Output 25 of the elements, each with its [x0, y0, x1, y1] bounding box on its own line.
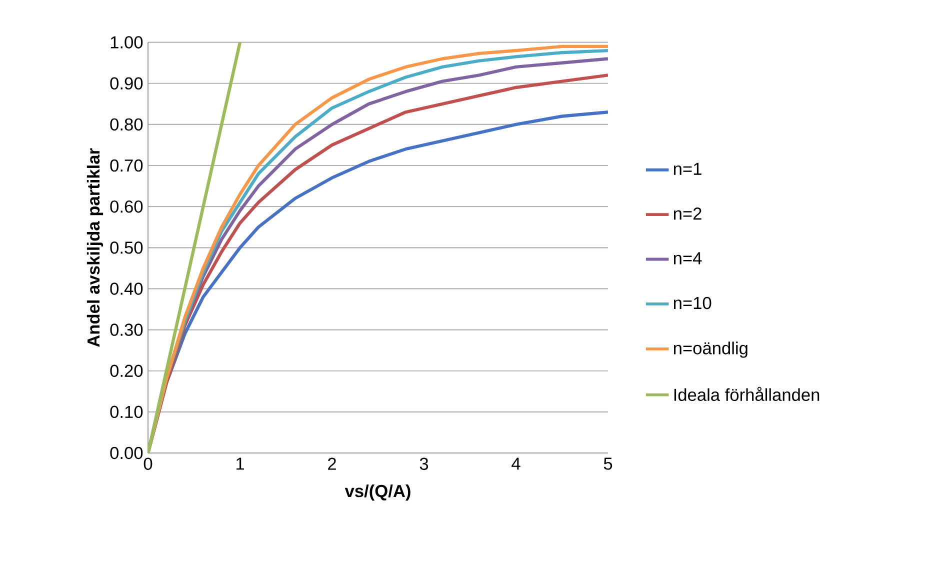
- y-tick-label: 1.00: [110, 36, 143, 48]
- y-axis-title: Andel avskiljda partiklar: [86, 148, 104, 347]
- y-tick-label: 0.50: [110, 242, 143, 254]
- x-tick-label: 2: [328, 458, 336, 470]
- legend-label: Ideala förhållanden: [674, 386, 820, 401]
- legend-label: n=2: [674, 207, 702, 220]
- y-tick-label: 0.60: [110, 200, 143, 213]
- legend-label: n=10: [674, 296, 712, 310]
- y-tick-label: 0.80: [110, 118, 143, 131]
- x-tick-label: 5: [604, 458, 612, 470]
- y-tick-label: 0.70: [110, 159, 143, 172]
- y-tick-label: 0.90: [110, 77, 143, 90]
- y-tick-label: 0.40: [110, 282, 143, 295]
- x-tick-label: 0: [144, 458, 152, 470]
- legend-label: n=1: [674, 162, 702, 175]
- y-tick-label: 0.10: [110, 406, 143, 418]
- x-tick-label: 3: [420, 458, 428, 470]
- x-tick-label: 4: [512, 458, 520, 470]
- x-axis-title: vs/(Q/A): [344, 484, 410, 501]
- legend-label: n=oändlig: [674, 342, 748, 358]
- y-tick-label: 0.00: [110, 446, 143, 460]
- legend-label: n=4: [674, 252, 702, 264]
- x-tick-label: 1: [236, 458, 244, 470]
- y-tick-label: 0.20: [110, 364, 143, 377]
- y-tick-label: 0.30: [110, 324, 143, 336]
